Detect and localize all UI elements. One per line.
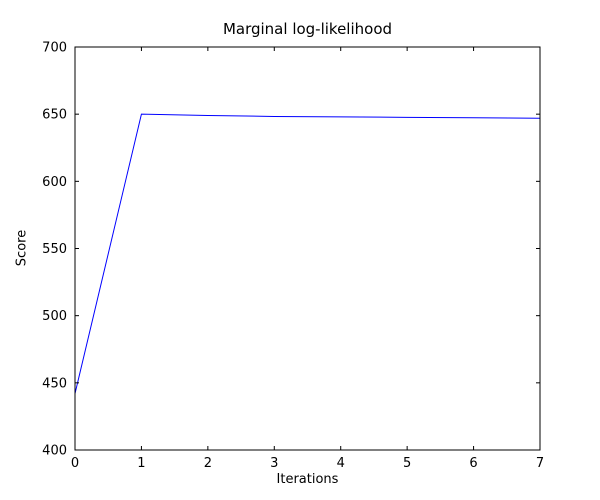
- y-tick-label: 500: [42, 309, 67, 324]
- x-tick-label: 6: [469, 456, 477, 471]
- x-tick-label: 4: [337, 456, 345, 471]
- x-tick-label: 0: [71, 456, 79, 471]
- x-tick-label: 1: [137, 456, 145, 471]
- y-tick-label: 700: [42, 41, 67, 56]
- x-tick-label: 2: [204, 456, 212, 471]
- data-line-marginal-log-likelihood: [74, 113, 541, 394]
- y-tick-label: 600: [42, 175, 67, 190]
- x-tick-label: 3: [270, 456, 278, 471]
- y-tick-label: 550: [42, 242, 67, 257]
- y-tick-label: 450: [42, 376, 67, 391]
- y-tick-label: 400: [42, 444, 67, 459]
- chart-title: Marginal log-likelihood: [222, 20, 393, 38]
- x-tick-label: 5: [403, 456, 411, 471]
- x-axis-label: Iterations: [276, 472, 339, 487]
- y-tick-label: 650: [42, 108, 67, 123]
- x-tick-label: 7: [536, 456, 544, 471]
- plot-border: [74, 46, 541, 451]
